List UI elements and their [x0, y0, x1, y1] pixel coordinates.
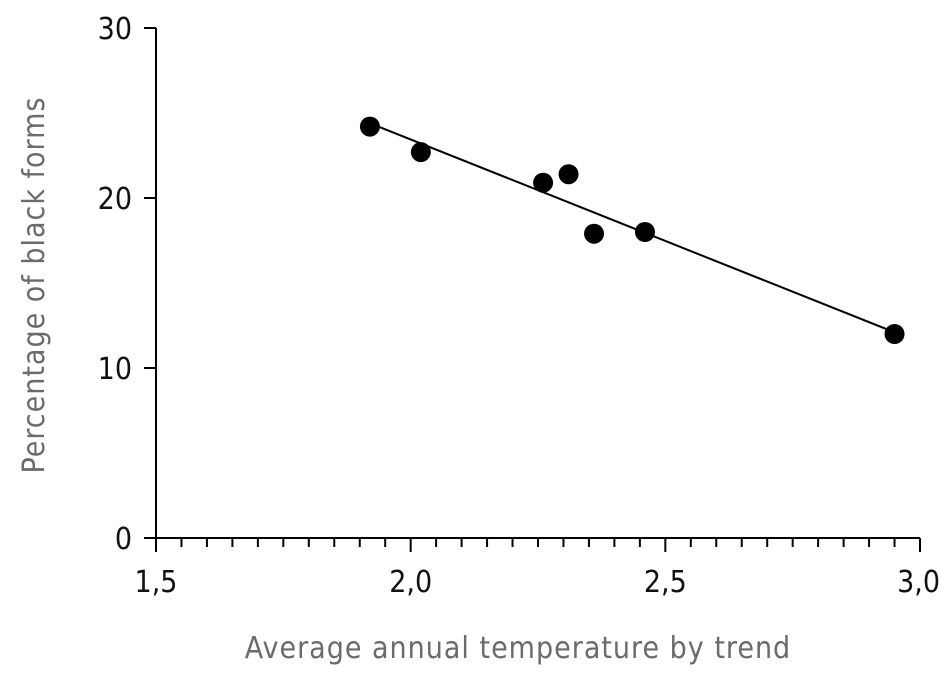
y-tick-label: 20	[98, 182, 132, 217]
data-point	[533, 172, 554, 193]
trend-line-group	[369, 122, 895, 334]
x-tick-label: 1,5	[135, 565, 178, 600]
axes	[155, 28, 920, 539]
trend-line	[369, 122, 895, 334]
x-tick-label: 2,5	[644, 565, 687, 600]
x-tick-label: 2,0	[389, 565, 432, 600]
data-point	[410, 142, 431, 163]
y-axis-label: Percentage of black forms	[17, 97, 52, 474]
y-tick-label: 0	[115, 522, 132, 557]
y-tick-label: 10	[98, 352, 132, 387]
data-point	[884, 324, 905, 344]
x-tick-label: 3,0	[897, 565, 940, 600]
data-points	[359, 116, 905, 344]
y-tick-label: 30	[98, 12, 132, 47]
data-point	[558, 164, 579, 185]
ticks: 0 10 20 30 1,5 2,0 2,5 3,0	[98, 12, 940, 600]
data-point	[584, 223, 605, 244]
data-point	[634, 222, 655, 242]
x-axis-label: Average annual temperature by trend	[245, 631, 791, 666]
data-point	[359, 116, 380, 137]
